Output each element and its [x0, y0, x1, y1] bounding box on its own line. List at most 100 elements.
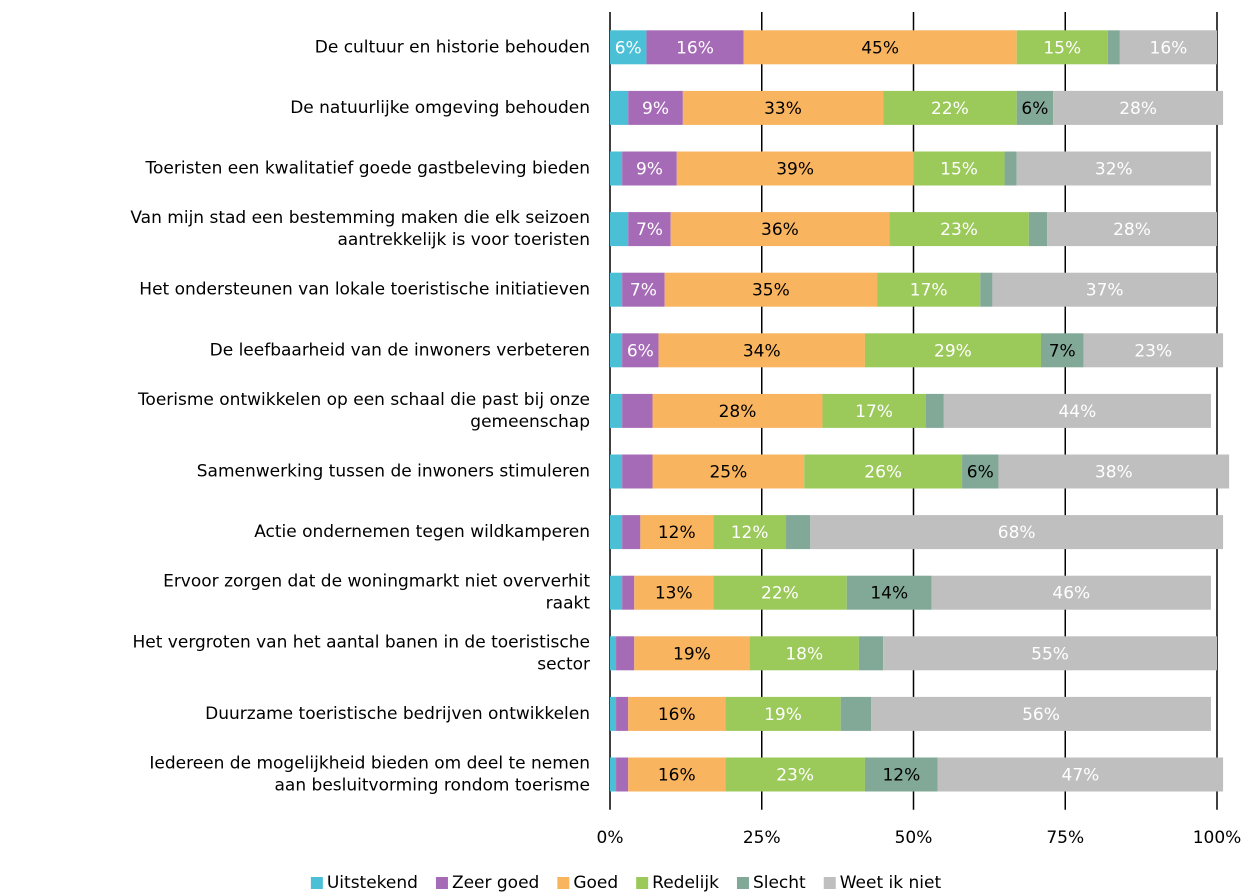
value-label: 29%	[934, 341, 972, 361]
category-label: aan besluitvorming rondom toerisme	[275, 776, 590, 796]
value-label: 15%	[940, 160, 978, 180]
value-label: 28%	[1113, 220, 1151, 240]
bar-segment	[622, 515, 641, 550]
bar-segment	[610, 454, 623, 489]
value-label: 18%	[785, 644, 823, 664]
bar-segment	[1047, 212, 1217, 247]
category-label: aantrekkelijk is voor toeristen	[337, 230, 590, 250]
value-label: 25%	[709, 463, 747, 483]
category-label: De leefbaarheid van de inwoners verbeter…	[210, 340, 590, 360]
value-label: 12%	[658, 523, 696, 543]
bar-segment	[646, 30, 744, 65]
category-label: Ervoor zorgen dat de woningmarkt niet ov…	[163, 572, 590, 592]
value-label: 9%	[636, 160, 663, 180]
bar-segment	[931, 575, 1211, 610]
x-tick-label: 100%	[1193, 828, 1242, 848]
value-label: 7%	[636, 220, 663, 240]
value-label: 16%	[676, 38, 714, 58]
bar-segment	[1016, 151, 1211, 186]
value-label: 34%	[743, 341, 781, 361]
bar-segment	[725, 696, 841, 731]
value-label: 55%	[1031, 644, 1069, 664]
bar-segment	[652, 393, 823, 428]
bar-segment	[1004, 151, 1017, 186]
bar-segment	[889, 212, 1029, 247]
value-label: 39%	[776, 160, 814, 180]
category-label: Het ondersteunen van lokale toeristische…	[139, 280, 590, 300]
bar-segment	[676, 151, 914, 186]
bar-segment	[628, 212, 671, 247]
x-tick-label: 50%	[895, 828, 933, 848]
value-label: 23%	[940, 220, 978, 240]
bar-segment	[725, 757, 865, 792]
bar-segment	[610, 515, 623, 550]
value-label: 19%	[673, 644, 711, 664]
bar-segment	[610, 212, 629, 247]
value-label: 16%	[658, 705, 696, 725]
bar-segment	[616, 696, 629, 731]
value-label: 23%	[776, 766, 814, 786]
bar-segment	[943, 393, 1211, 428]
bar-segment	[925, 393, 944, 428]
bar-segment	[883, 636, 1217, 671]
bar-segment	[877, 272, 981, 307]
value-label: 28%	[1119, 99, 1157, 119]
bar-segment	[871, 696, 1211, 731]
value-label: 19%	[764, 705, 802, 725]
legend-swatch	[435, 877, 448, 889]
value-label: 12%	[882, 766, 920, 786]
value-label: 32%	[1095, 160, 1133, 180]
bar-segment	[980, 272, 993, 307]
bar-segment	[1107, 30, 1120, 65]
bar-segment	[670, 212, 890, 247]
bar-segment	[664, 272, 878, 307]
bar-segment	[749, 636, 859, 671]
value-label: 7%	[630, 281, 657, 301]
bar-segment	[1016, 90, 1054, 125]
bar-segment	[610, 636, 617, 671]
bar-segment	[1119, 30, 1217, 65]
category-label: Samenwerking tussen de inwoners stimuler…	[197, 462, 590, 482]
legend-label: Slecht	[753, 873, 806, 893]
legend-label: Goed	[573, 873, 618, 893]
bar-segment	[622, 272, 665, 307]
bar-segment	[610, 757, 617, 792]
bar-segment	[1083, 333, 1224, 368]
category-label: Toerisme ontwikkelen op een schaal die p…	[137, 390, 590, 410]
bar-segment	[628, 90, 683, 125]
value-label: 46%	[1052, 584, 1090, 604]
bar-segment	[652, 454, 805, 489]
value-label: 44%	[1058, 402, 1096, 422]
bar-segment	[864, 757, 938, 792]
category-label: Toeristen een kwalitatief goede gastbele…	[145, 159, 590, 179]
bar-segment	[610, 151, 623, 186]
value-label: 9%	[642, 99, 669, 119]
x-tick-label: 0%	[597, 828, 624, 848]
bar-segment	[1040, 333, 1084, 368]
bar-segment	[913, 151, 1005, 186]
legend-swatch	[310, 877, 323, 889]
bar-segment	[713, 575, 847, 610]
bar-segment	[937, 757, 1224, 792]
value-label: 6%	[1021, 99, 1048, 119]
value-label: 26%	[864, 463, 902, 483]
bar-segment	[616, 757, 629, 792]
bar-segment	[1028, 212, 1048, 247]
value-label: 33%	[764, 99, 802, 119]
value-label: 22%	[931, 99, 969, 119]
category-label: raakt	[546, 594, 591, 614]
value-label: 56%	[1022, 705, 1060, 725]
bar-segment	[610, 272, 623, 307]
value-label: 16%	[1150, 38, 1188, 58]
bar-segment	[1053, 90, 1224, 125]
value-label: 6%	[627, 341, 654, 361]
value-label: 15%	[1043, 38, 1081, 58]
bar-segment	[858, 636, 884, 671]
category-label: Van mijn stad een bestemming maken die e…	[130, 208, 590, 228]
legend-swatch	[736, 877, 749, 889]
legend-swatch	[636, 877, 649, 889]
bar-segment	[628, 696, 726, 731]
legend-label: Redelijk	[652, 873, 719, 893]
bar-segment	[640, 515, 714, 550]
